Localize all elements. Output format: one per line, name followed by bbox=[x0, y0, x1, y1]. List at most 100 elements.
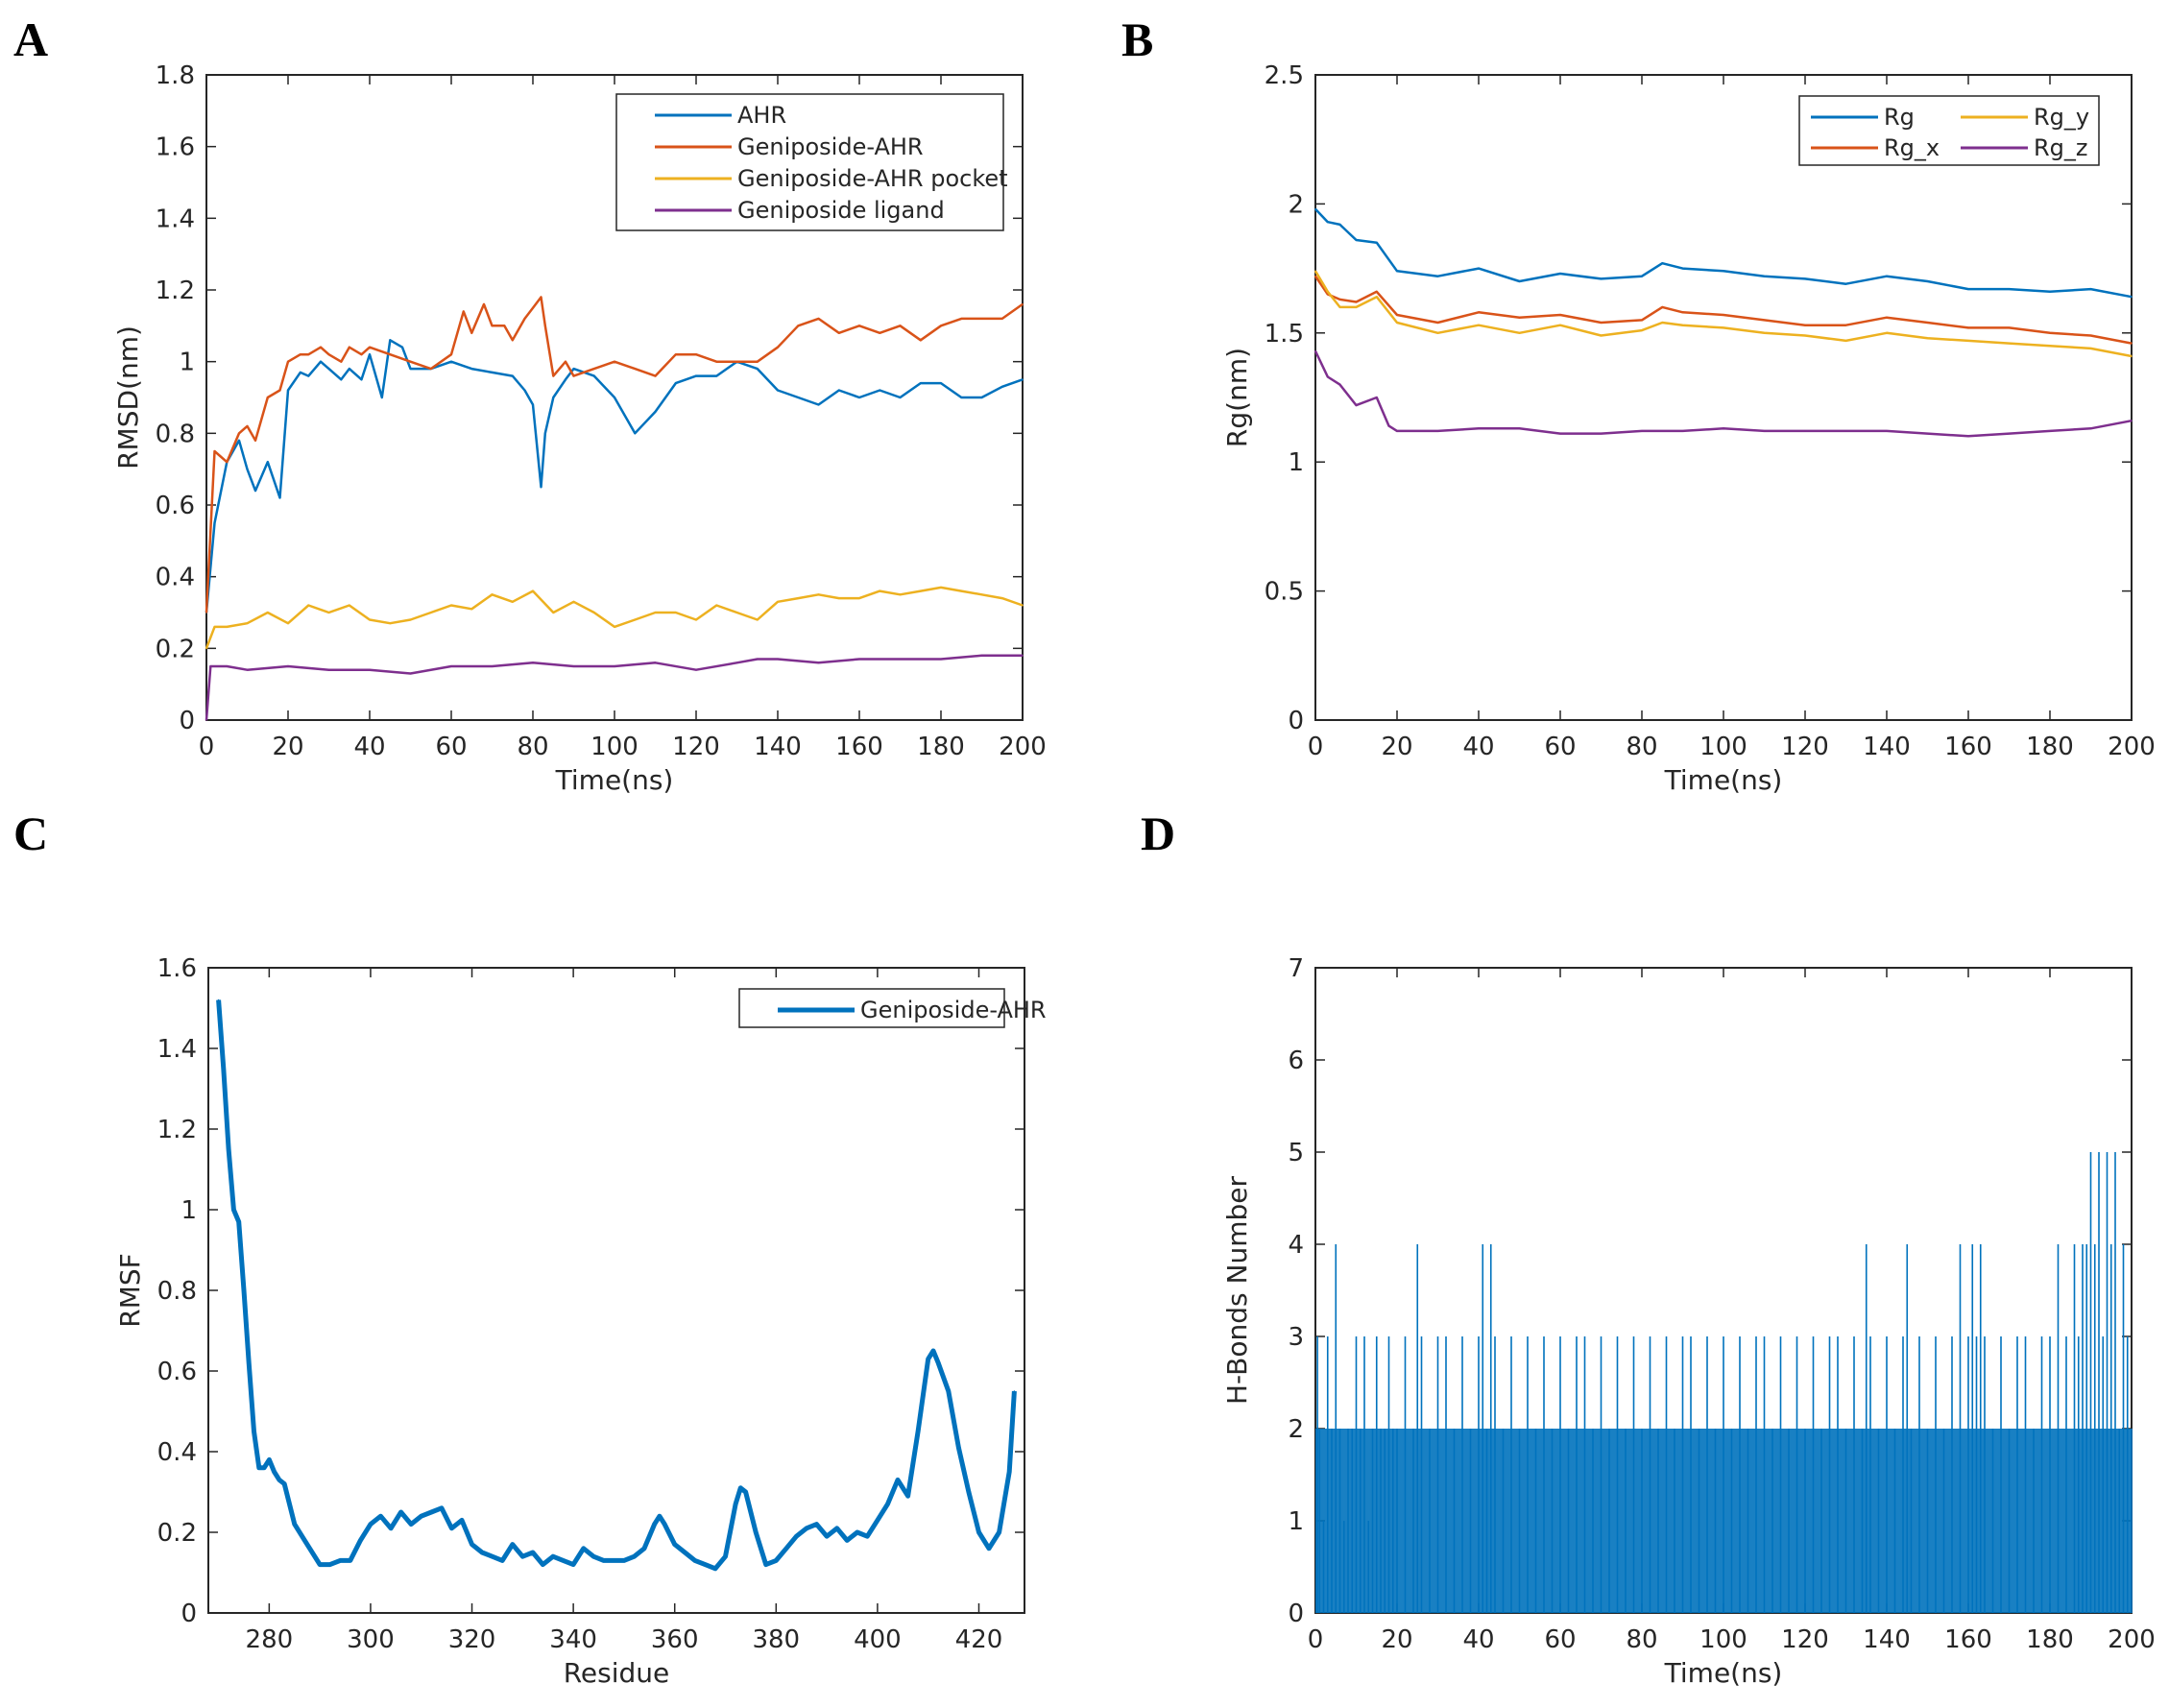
data-point bbox=[450, 360, 452, 363]
data-point bbox=[481, 1552, 483, 1553]
legend-entry: Geniposide ligand bbox=[737, 197, 945, 224]
data-point bbox=[654, 612, 657, 613]
data-point bbox=[213, 450, 216, 452]
data-point bbox=[532, 589, 534, 592]
data-point bbox=[1478, 267, 1480, 270]
data-point bbox=[1000, 597, 1003, 599]
data-point bbox=[674, 612, 677, 613]
data-point bbox=[724, 1555, 727, 1557]
data-point bbox=[817, 403, 820, 406]
y-tick-label-a: 1.6 bbox=[156, 133, 195, 162]
data-point bbox=[1804, 277, 1806, 280]
data-point bbox=[521, 1555, 524, 1557]
data-point bbox=[2089, 334, 2092, 337]
y-tick-label-a: 1.2 bbox=[156, 277, 195, 305]
data-point bbox=[461, 1519, 463, 1522]
data-point bbox=[1338, 383, 1341, 386]
chart-panel-d: 0 20 40 60 80 100 120 140 160 180 200 0 1 2 3 4 5 6 7 Time(… bbox=[1221, 954, 2156, 1689]
data-point bbox=[248, 1361, 251, 1364]
data-point bbox=[503, 325, 506, 327]
data-point bbox=[565, 378, 566, 381]
data-point bbox=[429, 368, 432, 370]
data-point bbox=[266, 397, 269, 398]
data-point bbox=[470, 368, 473, 370]
panel-letter-c: C bbox=[13, 806, 48, 860]
x-tick-label-a: 60 bbox=[435, 733, 467, 761]
data-point bbox=[988, 1548, 990, 1550]
data-point bbox=[917, 1431, 919, 1432]
legend-box-a bbox=[615, 93, 1004, 231]
data-point bbox=[684, 1552, 687, 1553]
data-point bbox=[532, 1552, 534, 1553]
data-point bbox=[592, 612, 595, 613]
data-point bbox=[1022, 655, 1024, 657]
data-point bbox=[1723, 427, 1724, 430]
data-point bbox=[287, 360, 289, 363]
data-point bbox=[348, 346, 350, 349]
data-point bbox=[409, 618, 412, 621]
data-point bbox=[1000, 386, 1003, 388]
y-axis-label-b: Rg(nm) bbox=[1221, 348, 1253, 447]
data-point bbox=[348, 604, 350, 607]
data-point bbox=[764, 1563, 767, 1566]
data-point bbox=[327, 368, 330, 370]
data-point bbox=[806, 1528, 807, 1529]
data-point bbox=[511, 601, 514, 603]
data-point bbox=[1375, 397, 1378, 398]
data-point bbox=[246, 622, 249, 624]
data-point bbox=[217, 998, 220, 1001]
data-point bbox=[614, 360, 615, 363]
data-point bbox=[213, 626, 216, 628]
data-point bbox=[1518, 280, 1521, 282]
data-point bbox=[1559, 273, 1561, 275]
data-point bbox=[511, 339, 514, 342]
data-point bbox=[1844, 340, 1847, 342]
data-point bbox=[623, 1559, 625, 1562]
x-tick-label-c: 280 bbox=[246, 1625, 294, 1654]
data-point bbox=[1355, 239, 1358, 241]
data-point bbox=[948, 1390, 950, 1392]
data-point bbox=[582, 1548, 585, 1550]
data-point bbox=[704, 1563, 707, 1566]
y-tick-label-d: 4 bbox=[1288, 1231, 1304, 1260]
x-axis-label-b: Time(ns) bbox=[1664, 764, 1783, 796]
data-point bbox=[795, 1535, 798, 1537]
data-point bbox=[209, 665, 212, 667]
data-point bbox=[327, 353, 330, 356]
data-point bbox=[1013, 1390, 1016, 1392]
data-point bbox=[960, 318, 963, 320]
data-point bbox=[429, 612, 432, 613]
data-point bbox=[462, 310, 465, 313]
y-tick-label-b: 1.5 bbox=[1265, 320, 1304, 349]
data-point bbox=[410, 1523, 412, 1526]
data-point bbox=[835, 1528, 838, 1529]
data-point bbox=[287, 622, 289, 624]
data-point bbox=[897, 1479, 899, 1481]
data-point bbox=[268, 1458, 271, 1461]
data-point bbox=[1000, 318, 1003, 320]
y-axis-label-d: H-Bonds Number bbox=[1221, 1176, 1253, 1405]
data-point bbox=[2089, 427, 2092, 430]
y-tick-label-a: 0.8 bbox=[156, 420, 195, 448]
data-point bbox=[735, 612, 738, 613]
data-point bbox=[858, 597, 860, 599]
data-point bbox=[940, 587, 942, 589]
x-tick-label-d: 120 bbox=[1781, 1625, 1829, 1654]
data-point bbox=[1661, 322, 1664, 324]
data-point bbox=[1641, 275, 1643, 277]
data-point bbox=[287, 389, 289, 392]
data-point bbox=[226, 461, 229, 464]
data-point bbox=[409, 672, 412, 675]
hbond-spike bbox=[2106, 1152, 2109, 1613]
data-point bbox=[858, 658, 860, 661]
data-point bbox=[817, 662, 820, 664]
data-point bbox=[1559, 432, 1561, 435]
data-point bbox=[877, 1519, 879, 1522]
y-tick-label-b: 0 bbox=[1288, 707, 1304, 735]
data-point bbox=[2049, 430, 2051, 432]
data-point bbox=[2008, 432, 2011, 435]
panel-letter-a: A bbox=[13, 12, 48, 66]
data-point bbox=[1926, 280, 1929, 282]
data-point bbox=[246, 668, 249, 671]
data-point bbox=[1396, 270, 1398, 273]
